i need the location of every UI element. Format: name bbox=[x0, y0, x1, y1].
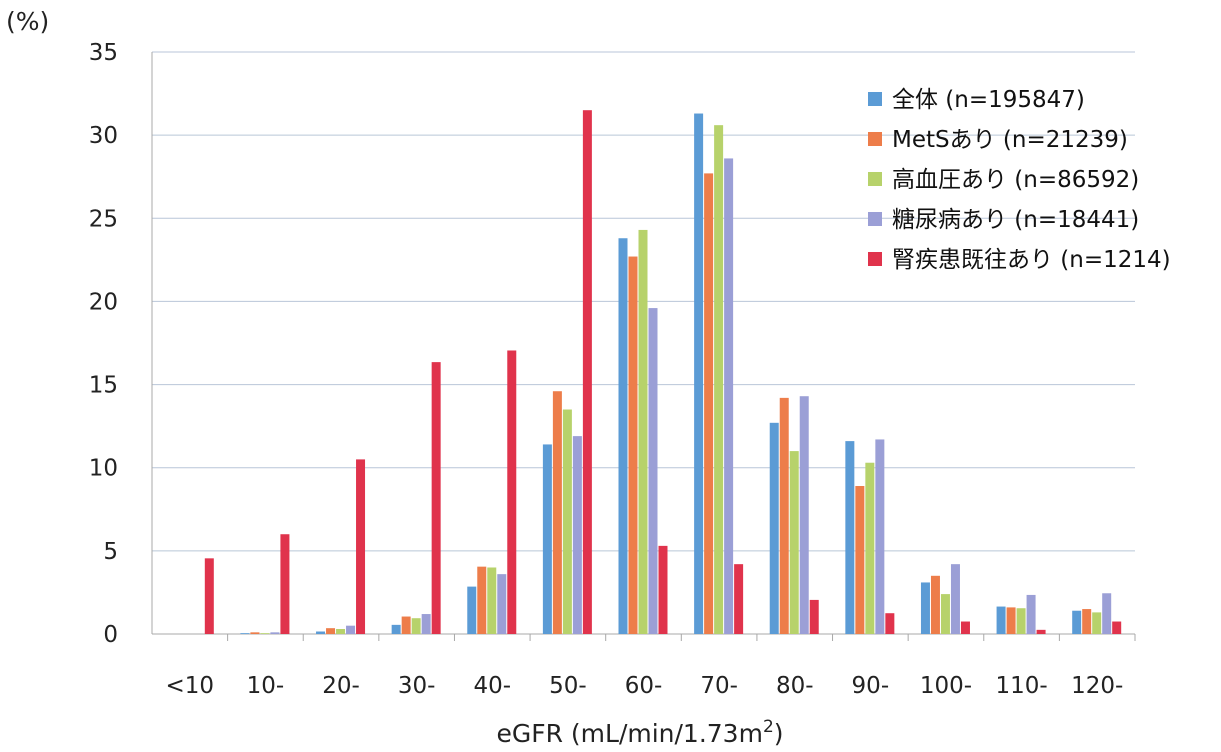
legend-label: 全体 (n=195847) bbox=[892, 87, 1085, 113]
x-tick-label: 70- bbox=[700, 673, 738, 699]
legend: 全体 (n=195847) MetSあり (n=21239) 高血圧あり (n=86… bbox=[868, 87, 1171, 273]
bar-90--series-5 bbox=[885, 613, 895, 634]
x-tick-label: 40- bbox=[473, 673, 511, 699]
y-tick-label: 30 bbox=[89, 123, 118, 149]
y-tick-labels: 0 5 10 15 20 25 30 35 bbox=[89, 40, 118, 648]
x-tick-label: 60- bbox=[625, 673, 663, 699]
bar-110--series-5 bbox=[1036, 629, 1046, 634]
bar-70--series-1 bbox=[694, 113, 704, 635]
y-tick-label: 25 bbox=[89, 206, 118, 232]
bar-10--series-3 bbox=[260, 633, 270, 634]
bar-110--series-3 bbox=[1016, 608, 1026, 634]
bar-80--series-1 bbox=[769, 422, 779, 634]
bar-70--series-4 bbox=[724, 158, 734, 634]
bar-90--series-1 bbox=[845, 441, 855, 634]
x-tick-label: 30- bbox=[398, 673, 436, 699]
bar-20--series-4 bbox=[346, 625, 356, 634]
bar-30--series-5 bbox=[431, 362, 441, 634]
x-tick-label: <10 bbox=[166, 673, 215, 699]
bar-50--series-4 bbox=[572, 436, 582, 634]
bar-60--series-3 bbox=[638, 229, 648, 634]
x-tick-label: 100- bbox=[920, 673, 972, 699]
bar-10--series-2 bbox=[250, 632, 260, 634]
bar-30--series-4 bbox=[421, 614, 431, 634]
x-tick-label: 80- bbox=[776, 673, 814, 699]
bar-70--series-3 bbox=[714, 125, 724, 634]
x-tick-label: 20- bbox=[322, 673, 360, 699]
bar-120--series-1 bbox=[1072, 610, 1082, 634]
legend-swatch bbox=[868, 92, 882, 106]
bar-120--series-2 bbox=[1082, 609, 1092, 634]
legend-swatch bbox=[868, 132, 882, 146]
bar-110--series-1 bbox=[996, 606, 1006, 634]
bar-80--series-2 bbox=[779, 397, 789, 634]
bar-120--series-5 bbox=[1112, 621, 1122, 634]
bar-70--series-5 bbox=[734, 564, 744, 634]
y-tick-label: 0 bbox=[103, 622, 118, 648]
legend-label: 高血圧あり (n=86592) bbox=[892, 167, 1139, 193]
bar-110--series-4 bbox=[1026, 594, 1036, 634]
bar-80--series-3 bbox=[789, 451, 799, 634]
legend-label: MetSあり (n=21239) bbox=[892, 127, 1128, 153]
legend-swatch bbox=[868, 252, 882, 266]
legend-swatch bbox=[868, 212, 882, 226]
bar-110--series-2 bbox=[1006, 607, 1016, 634]
legend-swatch bbox=[868, 172, 882, 186]
y-tick-label: 10 bbox=[89, 456, 118, 482]
bar-100--series-5 bbox=[960, 621, 970, 634]
bar-90--series-2 bbox=[855, 486, 865, 634]
bar-40--series-5 bbox=[507, 350, 517, 634]
y-tick-label: 35 bbox=[89, 40, 118, 66]
y-tick-label: 5 bbox=[103, 539, 118, 565]
bar-60--series-1 bbox=[618, 238, 628, 635]
bar-40--series-2 bbox=[477, 566, 487, 634]
bar-30--series-2 bbox=[401, 616, 411, 634]
x-tick-label: 120- bbox=[1071, 673, 1123, 699]
bar-20--series-5 bbox=[356, 459, 366, 634]
bar-60--series-4 bbox=[648, 308, 658, 634]
bar-10--series-4 bbox=[270, 632, 280, 634]
bar-80--series-5 bbox=[809, 599, 819, 634]
bar-120--series-3 bbox=[1092, 612, 1102, 634]
bar-90--series-3 bbox=[865, 462, 875, 634]
bar-40--series-1 bbox=[467, 586, 477, 634]
bar-50--series-1 bbox=[542, 444, 552, 634]
bar-10--series-5 bbox=[280, 534, 290, 634]
x-tick-label: 90- bbox=[852, 673, 890, 699]
bar-60--series-5 bbox=[658, 545, 668, 634]
x-tick-label: 50- bbox=[549, 673, 587, 699]
bar-50--series-2 bbox=[552, 391, 562, 634]
legend-label: 腎疾患既往あり (n=1214) bbox=[892, 247, 1171, 273]
bar-20--series-3 bbox=[336, 629, 346, 634]
legend-label: 糖尿病あり (n=18441) bbox=[892, 207, 1139, 233]
x-tick-label: 110- bbox=[995, 673, 1047, 699]
bar-30--series-3 bbox=[411, 618, 421, 634]
bar-90--series-4 bbox=[875, 439, 885, 634]
bar-70--series-2 bbox=[704, 173, 714, 635]
bar-30--series-1 bbox=[391, 624, 401, 634]
bar-60--series-2 bbox=[628, 256, 638, 634]
bar-20--series-1 bbox=[316, 631, 326, 634]
x-tick-labels: <10 10- 20- 30- 40- 50- 60- 70- 80- 90- 100- 110- 12… bbox=[166, 673, 1124, 699]
bar-100--series-3 bbox=[940, 594, 950, 634]
bar-100--series-4 bbox=[950, 564, 960, 634]
x-axis-title: eGFR (mL/min/1.73m2) bbox=[496, 717, 783, 748]
bar-120--series-4 bbox=[1102, 593, 1112, 634]
bar-80--series-4 bbox=[799, 396, 809, 634]
y-tick-label: 20 bbox=[89, 289, 118, 315]
bar-100--series-1 bbox=[920, 582, 930, 634]
x-tick-label: 10- bbox=[247, 673, 285, 699]
bar-<10-series-5 bbox=[204, 558, 214, 634]
bar-40--series-4 bbox=[497, 574, 507, 634]
bars bbox=[204, 110, 1122, 635]
bar-50--series-3 bbox=[562, 409, 572, 634]
bar-20--series-2 bbox=[326, 628, 336, 634]
bar-50--series-5 bbox=[582, 110, 592, 634]
y-unit-label: (%) bbox=[6, 7, 49, 36]
bar-40--series-3 bbox=[487, 567, 497, 634]
y-tick-label: 15 bbox=[89, 373, 118, 399]
bar-100--series-2 bbox=[930, 575, 940, 634]
bar-10--series-1 bbox=[240, 633, 250, 634]
